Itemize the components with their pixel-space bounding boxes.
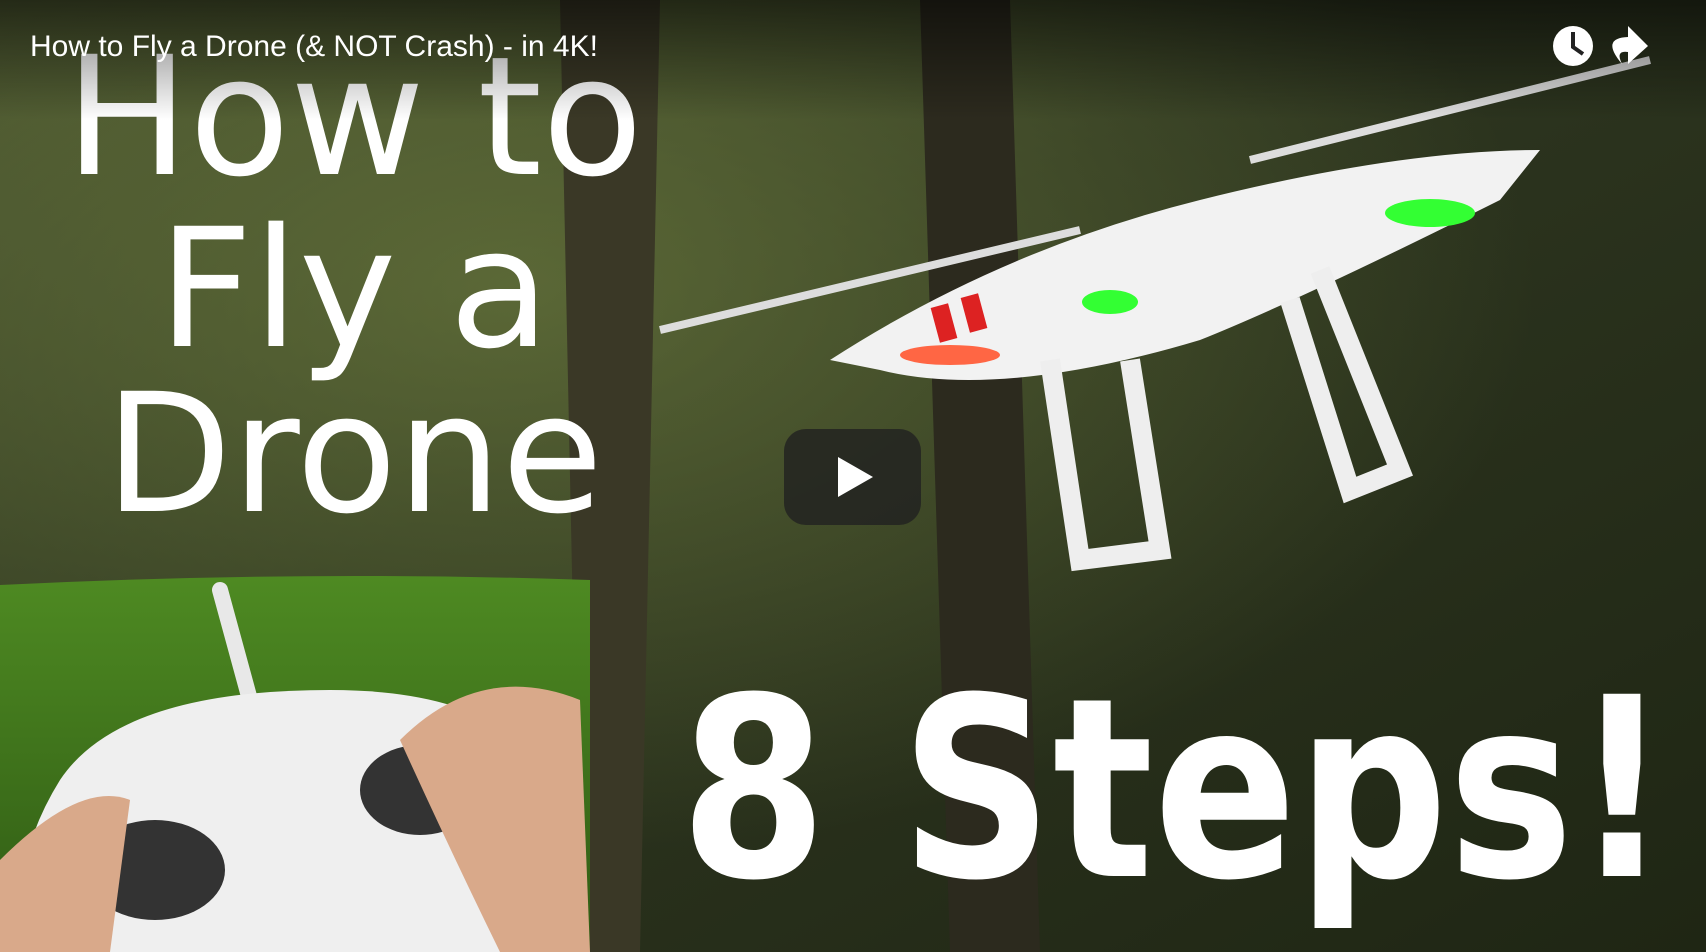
thumbnail-line: Fly a <box>158 193 550 385</box>
thumbnail-caption: 8 Steps! <box>680 644 1670 935</box>
thumbnail-line: Drone <box>105 358 603 550</box>
share-button[interactable] <box>1612 26 1648 64</box>
play-button[interactable] <box>784 429 921 525</box>
tree-trunk <box>920 0 1040 952</box>
top-shade <box>0 0 1706 120</box>
video-title[interactable]: How to Fly a Drone (& NOT Crash) - in 4K… <box>30 30 598 63</box>
controller <box>0 582 590 952</box>
watch-later-button[interactable] <box>1553 26 1593 66</box>
